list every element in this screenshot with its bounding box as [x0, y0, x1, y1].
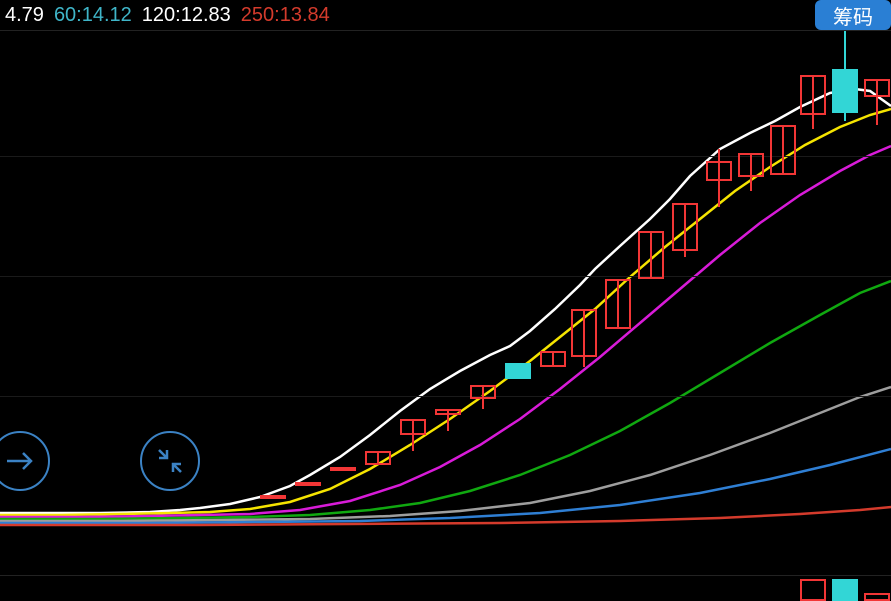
candle-body [638, 231, 664, 279]
candle-body [832, 69, 858, 113]
candle-body [400, 419, 426, 435]
candle-body [800, 75, 826, 115]
ma-line-MA20 [0, 146, 891, 517]
grid-line [0, 276, 891, 277]
candle-body [540, 351, 566, 367]
grid-line [0, 396, 891, 397]
candle-body [505, 363, 531, 379]
ma-label-4: 250:13.84 [241, 4, 330, 27]
ma-line-MA60 [0, 387, 891, 521]
volume-bar [864, 593, 890, 601]
ma-label-2: 60:14.12 [54, 4, 132, 27]
volume-sub-chart[interactable] [0, 575, 891, 601]
candle-body [770, 125, 796, 175]
volume-bar [800, 579, 826, 601]
compress-icon[interactable] [140, 431, 200, 491]
candle-body [330, 467, 356, 471]
chips-button[interactable]: 筹码 [815, 0, 891, 30]
candle-body [864, 79, 890, 97]
candle-body [435, 409, 461, 415]
ma-label-3: 120:12.83 [142, 4, 231, 27]
ma-label-1: 4.79 [5, 4, 44, 27]
candle-body [260, 495, 286, 499]
chart-svg [0, 31, 891, 576]
chart-header: 4.79 60:14.12 120:12.83 250:13.84 筹码 [0, 0, 891, 30]
candle-body [738, 153, 764, 177]
candle-body [295, 482, 321, 486]
candle-body [365, 451, 391, 465]
candle-body [605, 279, 631, 329]
candle-body [672, 203, 698, 251]
candle-body [571, 309, 597, 357]
volume-bar [832, 579, 858, 601]
candle-body [470, 385, 496, 399]
ma-line-MA30 [0, 281, 891, 519]
candle-body [706, 161, 732, 181]
candlestick-chart[interactable] [0, 30, 891, 575]
